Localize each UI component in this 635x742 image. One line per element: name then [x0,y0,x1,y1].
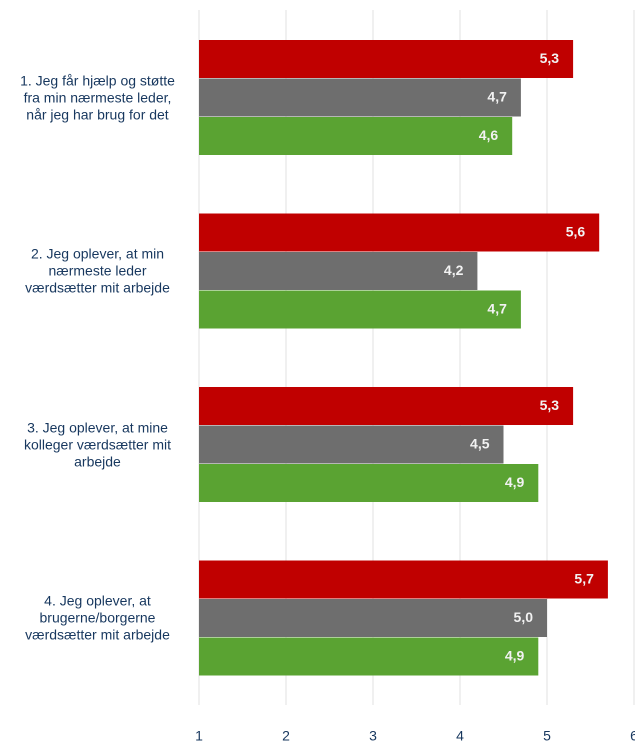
bar [199,560,608,599]
value-label: 4,9 [505,474,525,490]
bar [199,425,504,464]
x-tick-label: 6 [630,728,635,742]
x-tick-label: 4 [456,728,464,742]
x-tick-label: 3 [369,728,377,742]
value-label: 5,0 [514,609,534,625]
category-label: 2. Jeg oplever, at min nærmeste leder væ… [25,245,170,296]
x-tick-label: 2 [282,728,290,742]
value-label: 4,7 [487,300,507,316]
bar [199,290,521,329]
bar [199,599,547,637]
value-label: 5,6 [566,223,586,239]
value-label: 4,5 [470,435,490,451]
x-tick-label: 1 [195,728,203,742]
value-label: 4,9 [505,647,525,663]
category-label: 3. Jeg oplever, at mine kolleger værdsæt… [23,419,172,470]
value-label: 5,3 [540,50,560,66]
value-label: 5,3 [540,397,560,413]
bar [199,387,574,425]
category-label: 4. Jeg oplever, at brugerne/borgerne vær… [25,592,170,643]
bar [199,78,521,117]
value-label: 5,7 [574,570,594,586]
bar [199,252,478,290]
bar [199,117,513,155]
value-label: 4,7 [487,88,507,104]
category-label: 1. Jeg får hjælp og støtte fra min nærme… [20,72,175,123]
bar [199,213,600,252]
bar [199,464,539,502]
x-tick-label: 5 [543,728,551,742]
bar [199,637,539,676]
value-label: 4,2 [444,262,464,278]
bar [199,40,574,78]
value-label: 4,6 [479,127,499,143]
